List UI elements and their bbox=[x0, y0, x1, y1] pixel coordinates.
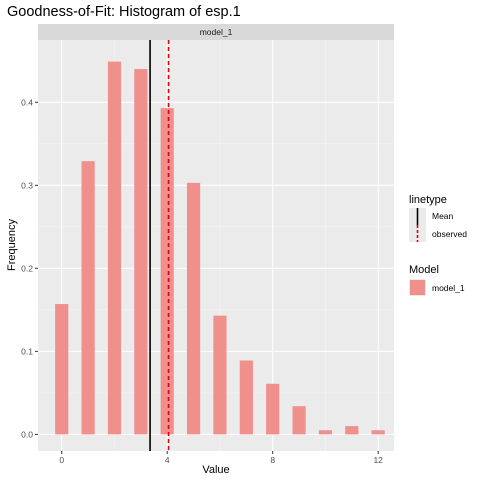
facet-strip-label: model_1 bbox=[200, 27, 233, 37]
y-tick-label: 0.0 bbox=[21, 429, 33, 439]
x-tick-label: 12 bbox=[373, 455, 383, 465]
chart-title: Goodness-of-Fit: Histogram of esp.1 bbox=[7, 4, 241, 20]
histogram-bar bbox=[239, 360, 253, 435]
histogram-bar bbox=[266, 383, 280, 435]
facet-strip bbox=[38, 24, 394, 40]
x-axis: 0 4 8 12 bbox=[59, 451, 383, 465]
histogram-bar bbox=[371, 430, 385, 435]
x-tick-label: 8 bbox=[270, 455, 275, 465]
y-tick-label: 0.4 bbox=[21, 97, 33, 107]
y-tick-label: 0.2 bbox=[21, 263, 33, 273]
histogram-bar bbox=[345, 426, 359, 435]
legend-model: Model model_1 bbox=[409, 264, 465, 296]
legend-linetype: linetype Mean observed bbox=[409, 194, 467, 242]
histogram-bar bbox=[107, 61, 122, 435]
legend-label-model-1: model_1 bbox=[432, 283, 465, 293]
histogram-bar bbox=[213, 315, 227, 435]
x-tick-label: 4 bbox=[165, 455, 170, 465]
legend-key-model-1 bbox=[410, 280, 425, 295]
legend-key-observed bbox=[409, 225, 426, 242]
histogram-bar bbox=[55, 304, 69, 435]
histogram-bar bbox=[292, 406, 306, 435]
histogram-bar bbox=[318, 430, 333, 435]
y-tick-label: 0.3 bbox=[21, 180, 33, 190]
histogram-bar bbox=[186, 182, 201, 435]
x-tick-label: 0 bbox=[59, 455, 64, 465]
histogram-bar bbox=[81, 161, 95, 435]
histogram-bar bbox=[134, 69, 148, 435]
legend-label-observed: observed bbox=[432, 229, 467, 239]
histogram-bars bbox=[55, 61, 385, 435]
reference-lines bbox=[149, 40, 170, 451]
legend-title-model: Model bbox=[409, 264, 439, 276]
y-axis-title: Frequency bbox=[6, 219, 18, 271]
histogram-bar bbox=[160, 108, 174, 435]
y-tick-label: 0.1 bbox=[21, 346, 33, 356]
legend-label-mean: Mean bbox=[432, 211, 454, 221]
legend-title-linetype: linetype bbox=[409, 194, 447, 206]
y-axis: 0.0 0.1 0.2 0.3 0.4 bbox=[21, 97, 38, 439]
x-axis-title: Value bbox=[202, 464, 229, 476]
